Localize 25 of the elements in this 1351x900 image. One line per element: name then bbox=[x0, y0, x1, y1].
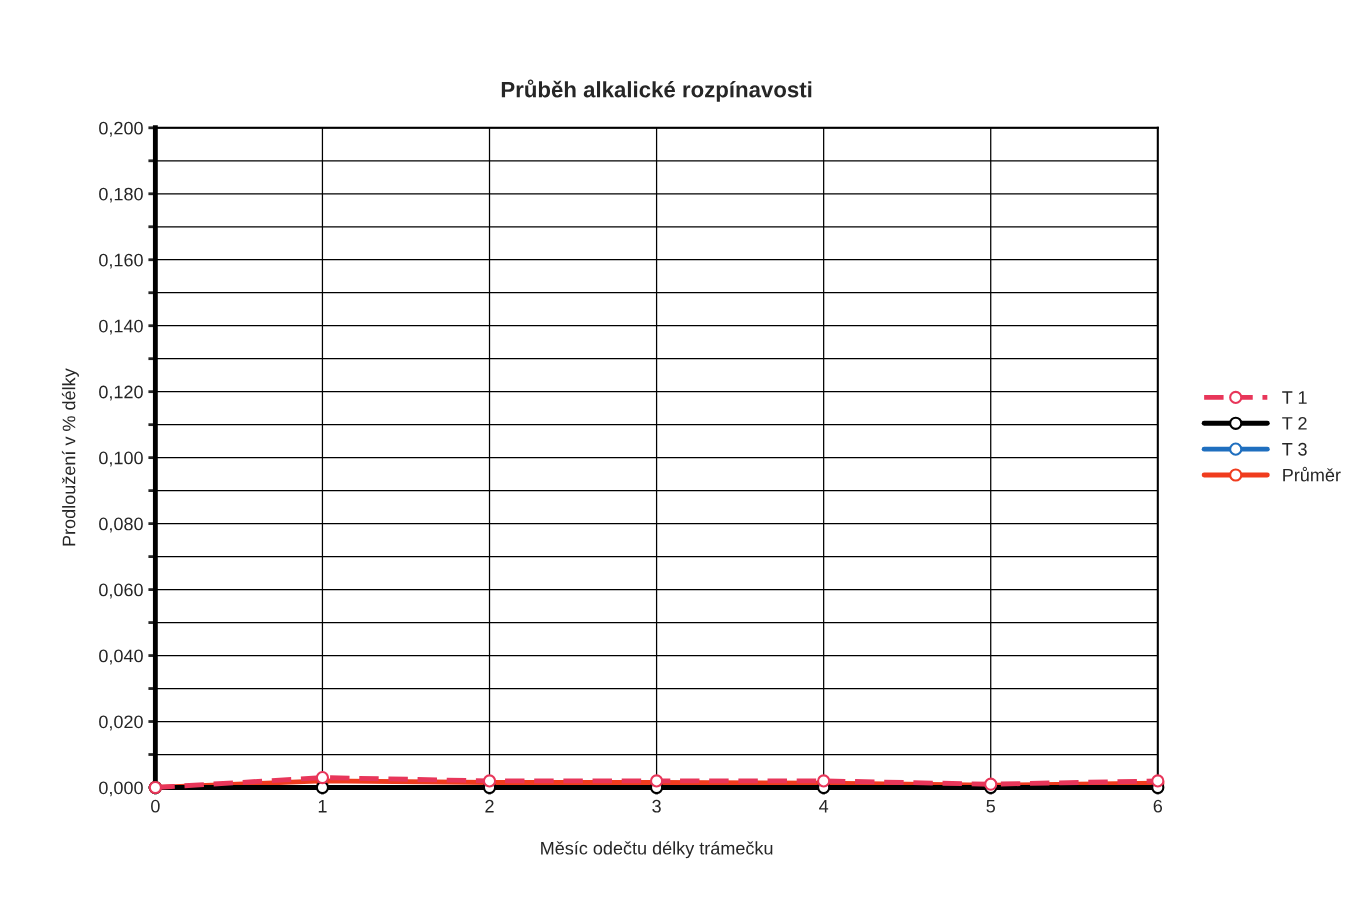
x-tick-label: 2 bbox=[485, 799, 494, 813]
y-tick-label: 0,180 bbox=[99, 187, 143, 203]
x-tick-label: 3 bbox=[652, 799, 661, 813]
y-tick-label: 0,060 bbox=[99, 583, 143, 599]
legend-label: Průměr bbox=[1283, 466, 1341, 482]
y-tick-label: 0,040 bbox=[99, 649, 143, 665]
x-tick-label: 0 bbox=[151, 799, 160, 813]
chart-title: Průběh alkalické rozpínavosti bbox=[501, 79, 812, 102]
legend-label: T 3 bbox=[1282, 442, 1307, 456]
x-tick-label: 6 bbox=[1153, 799, 1163, 813]
y-tick-label: 0,100 bbox=[99, 451, 143, 467]
y-tick-label: 0,140 bbox=[99, 319, 143, 335]
legend-label: T 1 bbox=[1282, 391, 1307, 404]
y-tick-label: 0,120 bbox=[99, 385, 143, 401]
y-tick-label: 0,020 bbox=[99, 715, 143, 731]
x-axis-title: Měsíc odečtu délky trámečku bbox=[541, 841, 773, 859]
x-tick-label: 5 bbox=[986, 799, 995, 813]
legend-label: T 2 bbox=[1282, 416, 1307, 430]
x-tick-label: 4 bbox=[819, 799, 829, 813]
x-tick-label: 1 bbox=[318, 799, 327, 813]
y-tick-label: 0,000 bbox=[99, 781, 143, 797]
y-tick-label: 0,160 bbox=[99, 253, 143, 269]
y-axis-title: Prodloužení v % délky bbox=[61, 368, 79, 546]
y-tick-label: 0,200 bbox=[99, 121, 143, 137]
y-tick-label: 0,080 bbox=[99, 517, 143, 533]
